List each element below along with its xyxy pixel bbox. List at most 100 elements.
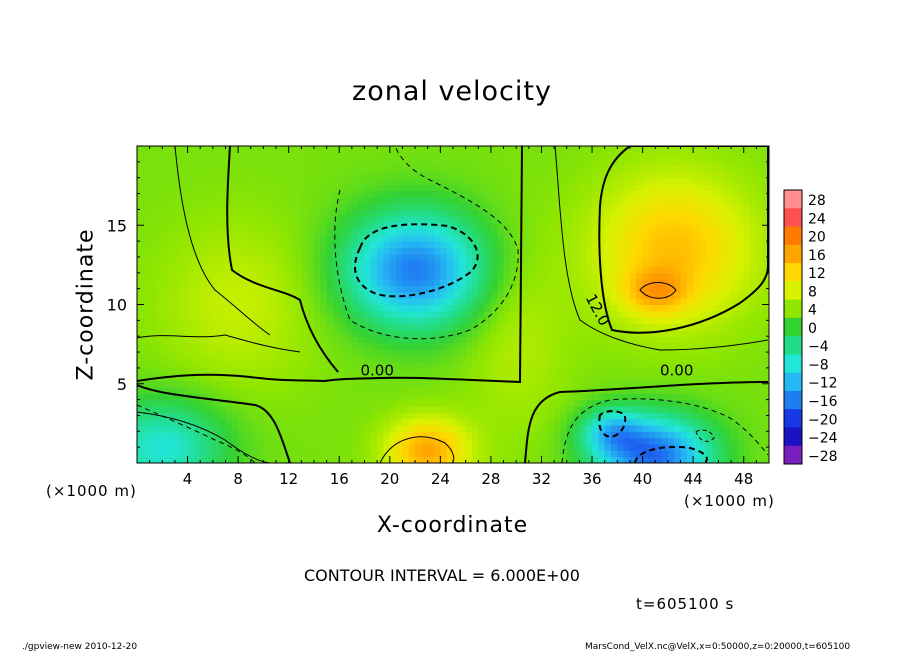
field-cell: [162, 298, 170, 306]
field-cell: [756, 310, 764, 318]
field-cell: [351, 355, 359, 363]
field-cell: [509, 342, 517, 350]
field-cell: [162, 291, 170, 299]
field-cell: [295, 171, 302, 179]
field-cell: [377, 450, 385, 458]
field-cell: [497, 152, 505, 160]
field-cell: [174, 304, 182, 312]
field-cell: [756, 437, 764, 445]
field-cell: [718, 329, 726, 337]
field-cell: [446, 405, 454, 413]
field-cell: [699, 310, 707, 318]
field-cell: [617, 317, 625, 325]
field-cell: [528, 171, 536, 179]
field-cell: [592, 291, 599, 299]
field-cell: [421, 329, 429, 337]
field-cell: [453, 177, 460, 185]
field-cell: [149, 418, 157, 426]
field-cell: [313, 355, 321, 363]
field-cell: [250, 450, 258, 458]
field-cell: [629, 165, 637, 172]
field-cell: [370, 253, 378, 261]
field-cell: [629, 272, 637, 280]
field-cell: [244, 228, 252, 236]
field-cell: [579, 317, 587, 325]
field-cell: [193, 399, 201, 407]
field-cell: [573, 234, 580, 242]
field-cell: [490, 272, 498, 280]
field-cell: [263, 412, 271, 420]
field-cell: [705, 146, 713, 153]
field-cell: [459, 190, 467, 198]
field-cell: [465, 241, 473, 249]
field-cell: [490, 209, 498, 217]
field-cell: [415, 412, 422, 420]
field-cell: [560, 456, 568, 463]
field-cell: [440, 374, 448, 382]
field-cell: [149, 317, 157, 325]
field-cell: [453, 317, 460, 325]
field-cell: [307, 431, 315, 439]
field-cell: [699, 405, 707, 413]
field-cell: [269, 386, 277, 394]
field-cell: [623, 437, 631, 445]
field-cell: [655, 405, 663, 413]
field-cell: [276, 412, 283, 420]
field-cell: [155, 443, 163, 451]
field-cell: [598, 241, 606, 249]
field-cell: [326, 393, 334, 401]
field-cell: [737, 386, 745, 394]
field-cell: [535, 165, 543, 172]
field-cell: [585, 323, 593, 331]
field-cell: [629, 374, 637, 382]
field-cell: [478, 234, 486, 242]
field-cell: [712, 203, 720, 210]
field-cell: [693, 171, 701, 179]
field-cell: [509, 450, 517, 458]
field-cell: [332, 424, 340, 432]
field-cell: [535, 260, 543, 268]
field-cell: [358, 203, 366, 210]
field-cell: [174, 222, 182, 230]
field-cell: [611, 266, 618, 274]
field-cell: [693, 272, 701, 280]
field-cell: [168, 285, 176, 293]
field-cell: [724, 184, 732, 191]
field-cell: [301, 412, 309, 420]
field-cell: [149, 380, 157, 388]
field-cell: [693, 152, 701, 160]
field-cell: [263, 209, 271, 217]
field-cell: [705, 386, 713, 394]
field-cell: [332, 310, 340, 318]
field-cell: [680, 177, 688, 185]
field-cell: [351, 456, 359, 463]
field-cell: [257, 209, 264, 217]
field-cell: [339, 203, 347, 210]
field-cell: [389, 310, 397, 318]
field-cell: [351, 222, 359, 230]
field-cell: [522, 431, 530, 439]
field-cell: [181, 412, 189, 420]
field-cell: [490, 279, 498, 287]
field-cell: [434, 190, 441, 198]
field-cell: [737, 374, 745, 382]
field-cell: [592, 374, 599, 382]
field-cell: [756, 418, 764, 426]
field-cell: [162, 247, 170, 255]
field-cell: [396, 336, 404, 344]
field-cell: [155, 323, 163, 331]
field-cell: [598, 253, 606, 261]
field-cell: [440, 437, 448, 445]
field-cell: [611, 336, 618, 344]
field-cell: [377, 304, 385, 312]
field-cell: [181, 437, 189, 445]
field-cell: [162, 450, 170, 458]
field-cell: [560, 241, 568, 249]
field-cell: [250, 266, 258, 274]
field-cell: [143, 304, 151, 312]
field-cell: [402, 450, 410, 458]
field-cell: [351, 228, 359, 236]
field-cell: [276, 184, 283, 191]
field-cell: [718, 405, 726, 413]
field-cell: [421, 380, 429, 388]
